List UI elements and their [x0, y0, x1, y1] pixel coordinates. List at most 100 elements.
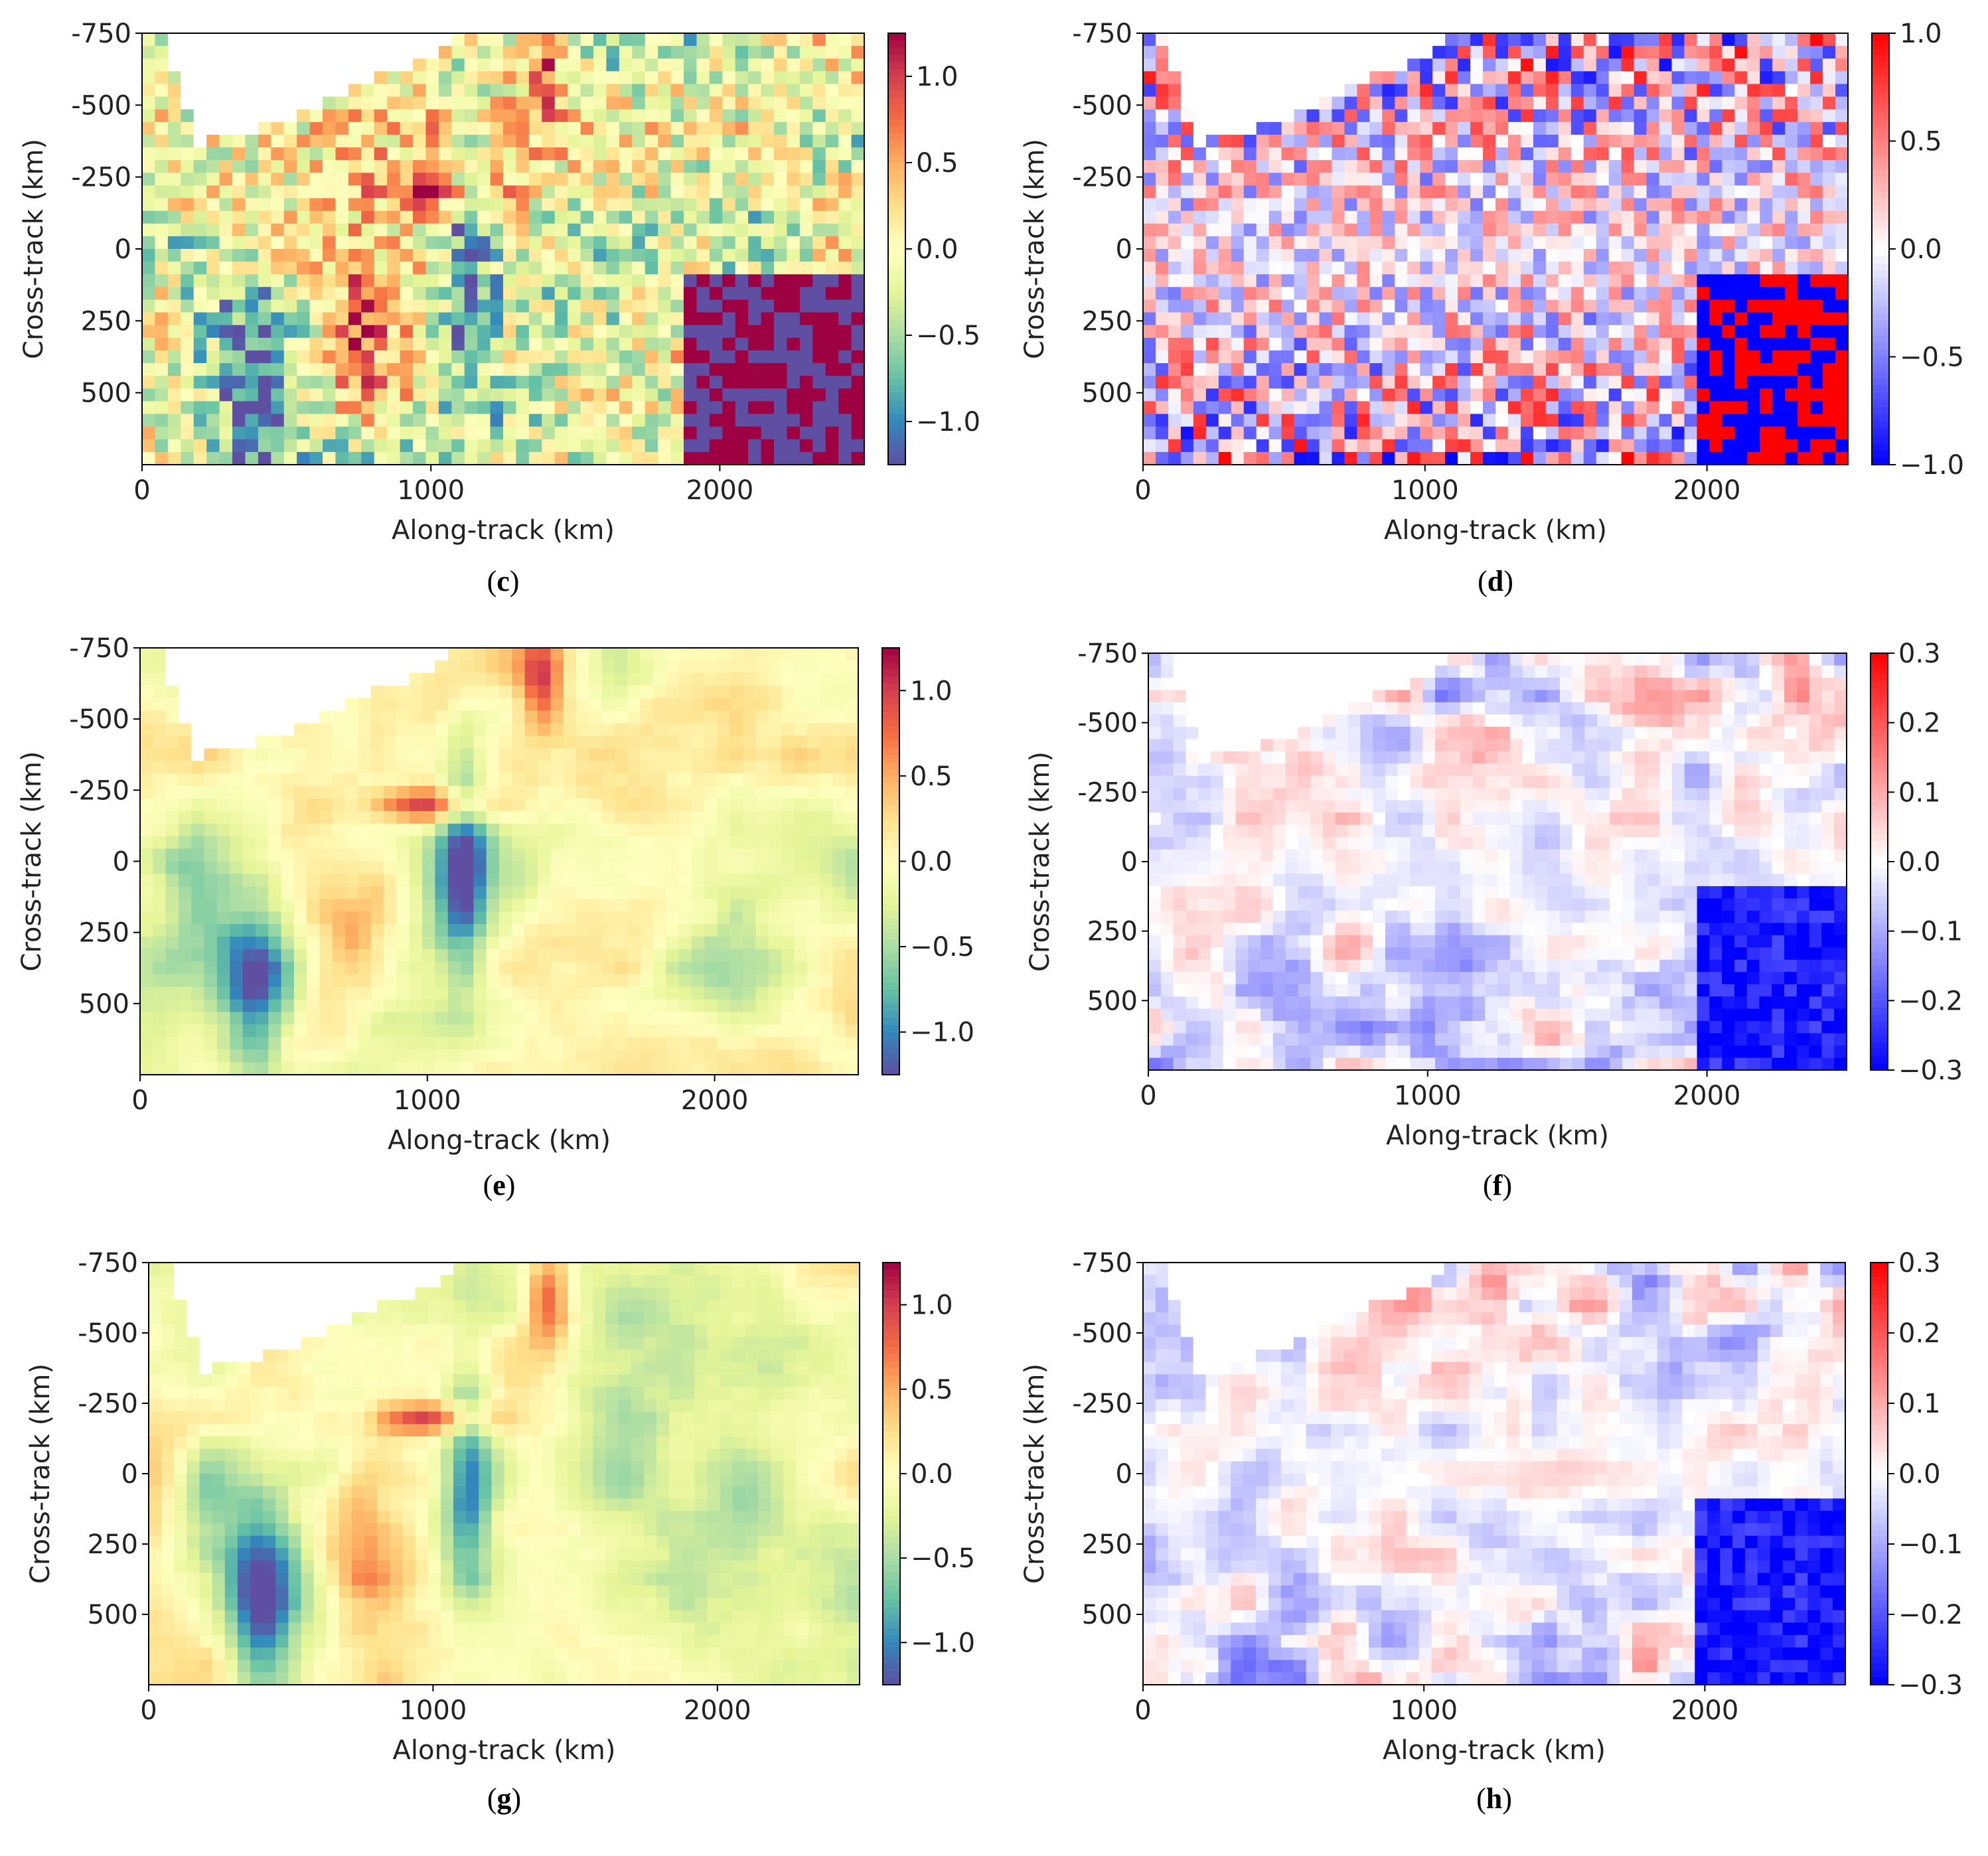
heatmap-cell: [542, 325, 556, 339]
heatmap-cell: [1143, 439, 1156, 453]
heatmap-cell: [1671, 414, 1685, 427]
heatmap-cell: [619, 109, 633, 123]
heatmap-cell: [735, 46, 749, 59]
heatmap-cell: [1369, 363, 1383, 376]
heatmap-cell: [845, 836, 859, 850]
heatmap-cell: [799, 337, 813, 351]
heatmap-cell: [451, 185, 465, 199]
heatmap-cell: [575, 811, 589, 824]
heatmap-cell: [735, 185, 749, 199]
heatmap-cell: [580, 426, 594, 440]
heatmap-cell: [400, 439, 414, 453]
heatmap-cell: [768, 685, 782, 699]
heatmap-cell: [193, 223, 207, 237]
heatmap-cell: [1533, 363, 1547, 376]
heatmap-cell: [1218, 223, 1232, 237]
heatmap-cell: [542, 363, 556, 376]
heatmap-cell: [409, 861, 423, 875]
heatmap-cell: [323, 96, 337, 110]
heatmap-cell: [142, 325, 156, 339]
heatmap-cell: [178, 861, 192, 875]
heatmap-cell: [1570, 185, 1584, 199]
heatmap-cell: [181, 147, 194, 161]
heatmap-cell: [1495, 350, 1509, 364]
heatmap-cell: [1722, 236, 1735, 250]
heatmap-cell: [1357, 134, 1370, 148]
heatmap-cell: [1797, 121, 1811, 135]
heatmap-cell: [781, 748, 795, 761]
heatmap-cell: [652, 735, 666, 749]
colorbar-swatch: [888, 141, 905, 149]
heatmap-cell: [1520, 312, 1534, 326]
heatmap-cell: [691, 660, 705, 674]
heatmap-cell: [761, 71, 775, 85]
colorbar-swatch: [888, 400, 905, 408]
heatmap-cell: [658, 426, 672, 440]
heatmap-cell: [691, 748, 705, 761]
heatmap-cell: [1646, 325, 1660, 339]
heatmap-cell: [1596, 236, 1610, 250]
heatmap-cell: [309, 33, 323, 46]
heatmap-cell: [1671, 299, 1685, 313]
heatmap-cell: [335, 299, 349, 313]
heatmap-cell: [258, 173, 271, 187]
heatmap-cell: [374, 198, 388, 212]
heatmap-cell: [1395, 325, 1408, 339]
heatmap-cell: [640, 685, 654, 699]
heatmap-cell: [516, 401, 530, 415]
heatmap-cell: [568, 451, 581, 465]
heatmap-cell: [825, 451, 839, 465]
heatmap-cell: [1231, 71, 1245, 85]
heatmap-cell: [1734, 173, 1748, 187]
colorbar-swatch: [1872, 335, 1889, 343]
heatmap-cell: [812, 33, 826, 46]
heatmap-cell: [516, 337, 530, 351]
heatmap-cell: [1734, 198, 1748, 212]
heatmap-cell: [193, 287, 207, 301]
heatmap-cell: [645, 363, 658, 376]
heatmap-cell: [271, 439, 285, 453]
heatmap-cell: [761, 312, 775, 326]
heatmap-cell: [512, 685, 526, 699]
heatmap-cell: [704, 698, 718, 712]
heatmap-cell: [799, 350, 813, 364]
colorbar-swatch: [888, 428, 905, 437]
heatmap-cell: [722, 414, 736, 427]
heatmap-cell: [193, 414, 207, 427]
heatmap-cell: [717, 861, 731, 875]
heatmap-cell: [787, 388, 801, 402]
heatmap-cell: [413, 198, 427, 212]
heatmap-cell: [1684, 337, 1698, 351]
heatmap-cell: [709, 312, 723, 326]
heatmap-cell: [1722, 439, 1735, 453]
heatmap-cell: [178, 672, 192, 686]
heatmap-cell: [1281, 223, 1295, 237]
heatmap-cell: [645, 299, 658, 313]
heatmap-cell: [490, 198, 504, 212]
heatmap-cell: [1608, 33, 1622, 46]
heatmap-cell: [761, 147, 775, 161]
heatmap-cell: [1332, 426, 1345, 440]
heatmap-cell: [832, 710, 846, 724]
heatmap-cell: [1369, 299, 1383, 313]
heatmap-cell: [361, 160, 375, 173]
heatmap-cell: [717, 811, 731, 824]
heatmap-cell: [309, 401, 323, 415]
heatmap-cell: [271, 426, 285, 440]
heatmap-cell: [528, 262, 542, 275]
heatmap-cell: [1772, 198, 1786, 212]
heatmap-cell: [425, 121, 439, 135]
heatmap-cell: [838, 121, 852, 135]
heatmap-cell: [387, 287, 401, 301]
heatmap-cell: [1797, 388, 1811, 402]
heatmap-cell: [370, 735, 384, 749]
heatmap-cell: [1395, 376, 1408, 389]
heatmap-cell: [332, 710, 346, 724]
heatmap-cell: [358, 811, 372, 824]
heatmap-cell: [640, 735, 654, 749]
heatmap-cell: [568, 439, 581, 453]
heatmap-cell: [1407, 58, 1420, 72]
heatmap-cell: [1570, 426, 1584, 440]
heatmap-cell: [323, 185, 337, 199]
